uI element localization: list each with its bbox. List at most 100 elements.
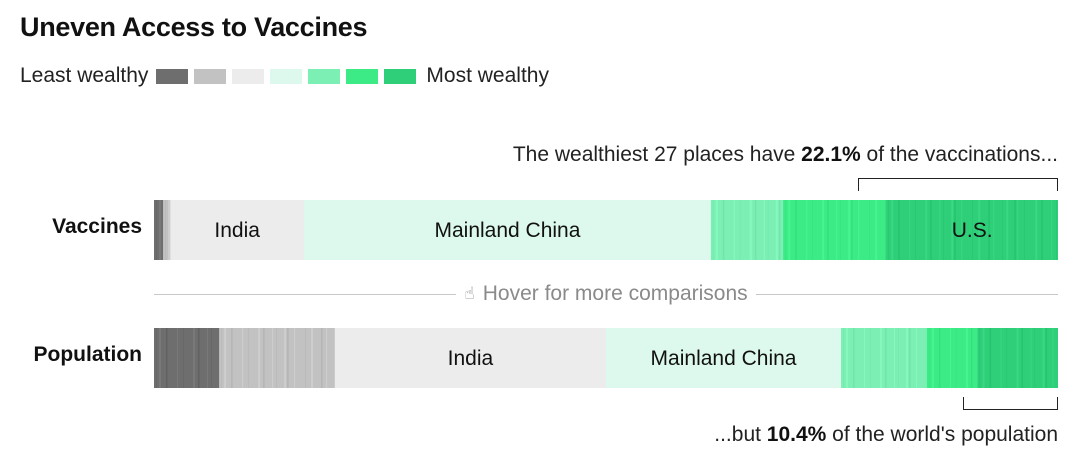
segment-streak	[970, 328, 973, 388]
segment-vaccines-6[interactable]: U.S.	[886, 200, 1058, 260]
legend-swatch-tier-3	[270, 68, 303, 84]
segment-vaccines-0[interactable]	[154, 200, 164, 260]
segment-streak	[294, 328, 296, 388]
segment-streak	[224, 328, 227, 388]
segment-streak	[272, 328, 274, 388]
segment-streak	[263, 328, 265, 388]
segment-streak	[965, 328, 968, 388]
segment-label: India	[448, 347, 494, 370]
segment-streak	[1006, 328, 1008, 388]
bracket-bottom	[963, 397, 1058, 410]
segment-vaccines-1[interactable]	[163, 200, 171, 260]
segment-streak	[795, 200, 797, 260]
segment-streak	[812, 200, 813, 260]
segment-streak	[851, 200, 853, 260]
segment-streak	[1014, 200, 1016, 260]
segment-streak	[848, 200, 851, 260]
segment-vaccines-4[interactable]	[710, 200, 784, 260]
legend-swatch-tier-4	[308, 68, 341, 84]
segment-streak	[982, 328, 985, 388]
segment-streak	[749, 200, 752, 260]
segment-streak	[806, 200, 808, 260]
segment-rect	[783, 200, 887, 260]
segment-streak	[193, 328, 195, 388]
segment-streak	[326, 328, 328, 388]
segment-streak	[287, 328, 289, 388]
segment-population-5[interactable]	[926, 328, 979, 388]
legend-swatch-tier-0	[156, 68, 189, 84]
segment-streak	[853, 328, 855, 388]
segment-streak	[943, 200, 944, 260]
segment-streak	[733, 200, 735, 260]
segment-rect	[154, 200, 164, 260]
segment-streak	[961, 200, 963, 260]
segment-streak	[875, 200, 878, 260]
segment-streak	[954, 200, 956, 260]
segment-streak	[906, 328, 909, 388]
legend-label-most-wealthy: Most wealthy	[426, 64, 549, 87]
segment-streak	[284, 328, 287, 388]
legend-swatch-tier-5	[346, 68, 379, 84]
segment-rect	[304, 200, 712, 260]
segment-streak	[894, 328, 896, 388]
bar-svg-population: India Mainland China	[154, 328, 1058, 388]
segment-streak	[166, 328, 168, 388]
segment-streak	[978, 200, 981, 260]
segment-streak	[898, 328, 899, 388]
hover-hint-text: Hover for more comparisons	[482, 282, 748, 305]
annotation-top: The wealthiest 27 places have 22.1% of t…	[513, 143, 1058, 167]
segment-rect	[170, 200, 305, 260]
segment-streak	[785, 200, 786, 260]
bar-population[interactable]: India Mainland China	[154, 328, 1058, 388]
annotation-bottom: ...but 10.4% of the world's population	[714, 423, 1058, 447]
segment-streak	[763, 200, 765, 260]
segment-streak	[930, 200, 932, 260]
segment-streak	[843, 328, 844, 388]
row-label-vaccines: Vaccines	[52, 215, 142, 238]
segment-streak	[1045, 328, 1048, 388]
segment-rect	[163, 200, 171, 260]
segment-streak	[888, 200, 889, 260]
segment-streak	[1016, 328, 1019, 388]
segment-streak	[989, 328, 992, 388]
segment-population-0[interactable]	[154, 328, 220, 388]
segment-streak	[1041, 200, 1043, 260]
segment-streak	[938, 328, 941, 388]
segment-streak	[931, 328, 934, 388]
legend-swatch-tier-6	[384, 68, 417, 84]
divider-line-left	[154, 293, 457, 295]
segment-streak	[909, 200, 911, 260]
segment-streak	[775, 200, 778, 260]
bar-vaccines[interactable]: India Mainland China U.S.	[154, 200, 1058, 260]
segment-streak	[207, 328, 208, 388]
segment-streak	[159, 328, 161, 388]
segment-population-4[interactable]	[841, 328, 928, 388]
segment-streak	[311, 328, 314, 388]
segment-streak	[915, 200, 916, 260]
annotation-bottom-value: 10.4%	[766, 423, 827, 446]
segment-population-1[interactable]	[219, 328, 336, 388]
segment-population-2[interactable]: India	[334, 328, 607, 388]
annotation-top-suffix: of the vaccinations...	[860, 143, 1058, 166]
segment-streak	[916, 328, 918, 388]
segment-streak	[211, 328, 212, 388]
segment-rect	[841, 328, 928, 388]
segment-label: India	[214, 219, 260, 242]
divider-line-right	[755, 293, 1058, 295]
annotation-top-value: 22.1%	[801, 143, 861, 166]
segment-streak	[869, 200, 870, 260]
segment-vaccines-3[interactable]: Mainland China	[304, 200, 712, 260]
hover-hint[interactable]: ☝ Hover for more comparisons	[154, 281, 1058, 307]
segment-population-3[interactable]: Mainland China	[606, 328, 842, 388]
segment-streak	[885, 200, 887, 260]
segment-streak	[156, 328, 157, 388]
segment-streak	[1024, 200, 1025, 260]
segment-streak	[788, 200, 791, 260]
segment-streak	[177, 328, 178, 388]
segment-streak	[231, 328, 233, 388]
segment-streak	[891, 200, 894, 260]
segment-vaccines-2[interactable]: India	[170, 200, 305, 260]
segment-vaccines-5[interactable]	[783, 200, 887, 260]
segment-population-6[interactable]	[977, 328, 1058, 388]
segment-label: Mainland China	[651, 347, 797, 370]
